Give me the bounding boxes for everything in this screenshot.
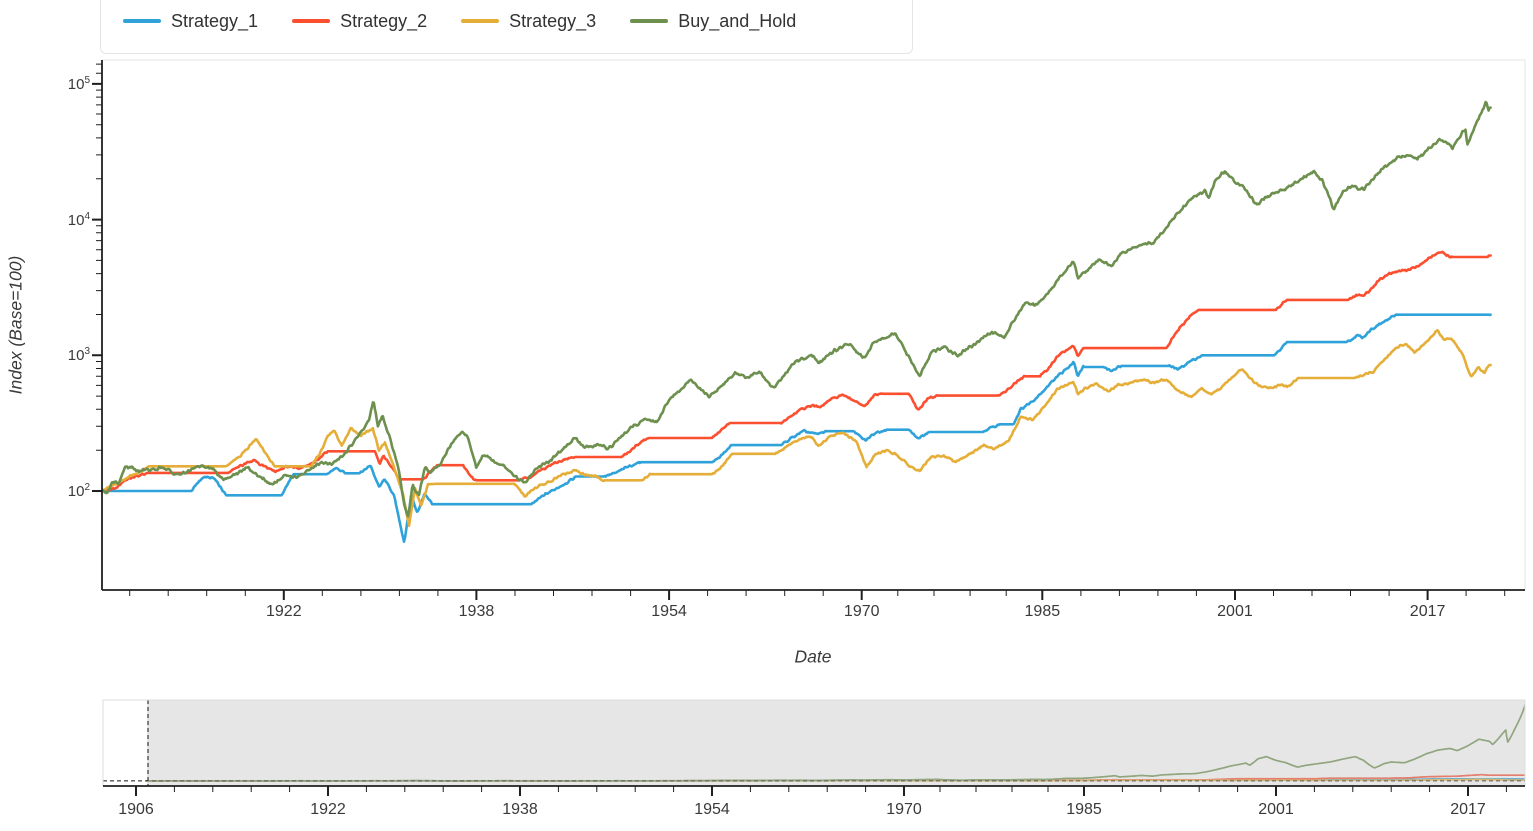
y-tick-exponent: 5 <box>84 74 90 86</box>
nav-x-tick-label: 1954 <box>694 801 730 818</box>
y-tick-base: 10 <box>67 211 85 229</box>
main-x-tick-label: 1938 <box>458 603 495 620</box>
main-plot-outline <box>101 59 1526 591</box>
legend-swatch-icon <box>461 19 500 23</box>
nav-x-tick-label: 1985 <box>1066 801 1102 818</box>
series-line-buy_and_hold <box>102 100 1492 518</box>
x-axis-title: Date <box>794 646 832 667</box>
legend-item-strategy_2[interactable]: Strategy_2 <box>292 11 427 32</box>
y-tick-base: 10 <box>67 347 85 365</box>
legend-item-strategy_3[interactable]: Strategy_3 <box>461 11 596 32</box>
legend-swatch-icon <box>630 19 669 23</box>
y-tick-exponent: 3 <box>84 346 90 358</box>
nav-x-tick-label: 1970 <box>886 801 922 818</box>
legend-item-buy_and_hold[interactable]: Buy_and_Hold <box>630 11 796 32</box>
main-x-tick-label: 2001 <box>1217 603 1253 620</box>
y-tick-exponent: 2 <box>84 482 90 493</box>
main-y-tick-label: 105 <box>68 75 90 93</box>
legend-label: Buy_and_Hold <box>678 10 797 31</box>
range-tool-overlay[interactable] <box>147 699 1526 787</box>
main-x-tick-label: 1970 <box>843 603 880 620</box>
legend: Strategy_1 Strategy_2 Strategy_3 Buy_and_Ho… <box>100 0 913 54</box>
main-y-tick-label: 102 <box>68 482 90 500</box>
nav-x-tick-label: 2001 <box>1258 801 1294 818</box>
nav-x-tick-label: 1938 <box>502 801 538 818</box>
x-major-ticks <box>282 590 1429 600</box>
series-line-strategy_1 <box>102 313 1492 543</box>
nav-x-tick-label: 1906 <box>118 801 154 818</box>
legend-label: Strategy_3 <box>509 10 597 31</box>
nav-x-tick-label: 2017 <box>1450 801 1486 818</box>
y-tick-base: 10 <box>67 75 85 93</box>
y-major-ticks <box>92 82 102 492</box>
y-minor-ticks <box>96 63 102 451</box>
series-line-strategy_3 <box>102 328 1492 528</box>
x-minor-ticks <box>129 590 1506 596</box>
main-y-tick-label: 104 <box>68 211 90 229</box>
legend-label: Strategy_2 <box>340 10 428 31</box>
legend-item-strategy_1[interactable]: Strategy_1 <box>123 11 258 32</box>
legend-label: Strategy_1 <box>171 10 259 31</box>
nav-x-tick-label: 1922 <box>310 801 346 818</box>
y-tick-base: 10 <box>67 483 85 500</box>
legend-swatch-icon <box>123 19 161 23</box>
series-line-strategy_2 <box>102 250 1492 493</box>
main-x-tick-label: 1922 <box>266 603 302 620</box>
main-x-tick-label: 1954 <box>651 603 687 620</box>
y-tick-exponent: 4 <box>84 210 90 222</box>
main-x-tick-label: 1985 <box>1024 603 1061 620</box>
nav-x-minor-ticks <box>173 786 1507 792</box>
main-x-tick-label: 2017 <box>1409 603 1446 620</box>
main-y-tick-label: 103 <box>68 346 90 364</box>
y-axis-title: Index (Base=100) <box>5 255 26 395</box>
nav-x-major-ticks <box>135 786 1469 796</box>
legend-swatch-icon <box>292 19 331 23</box>
